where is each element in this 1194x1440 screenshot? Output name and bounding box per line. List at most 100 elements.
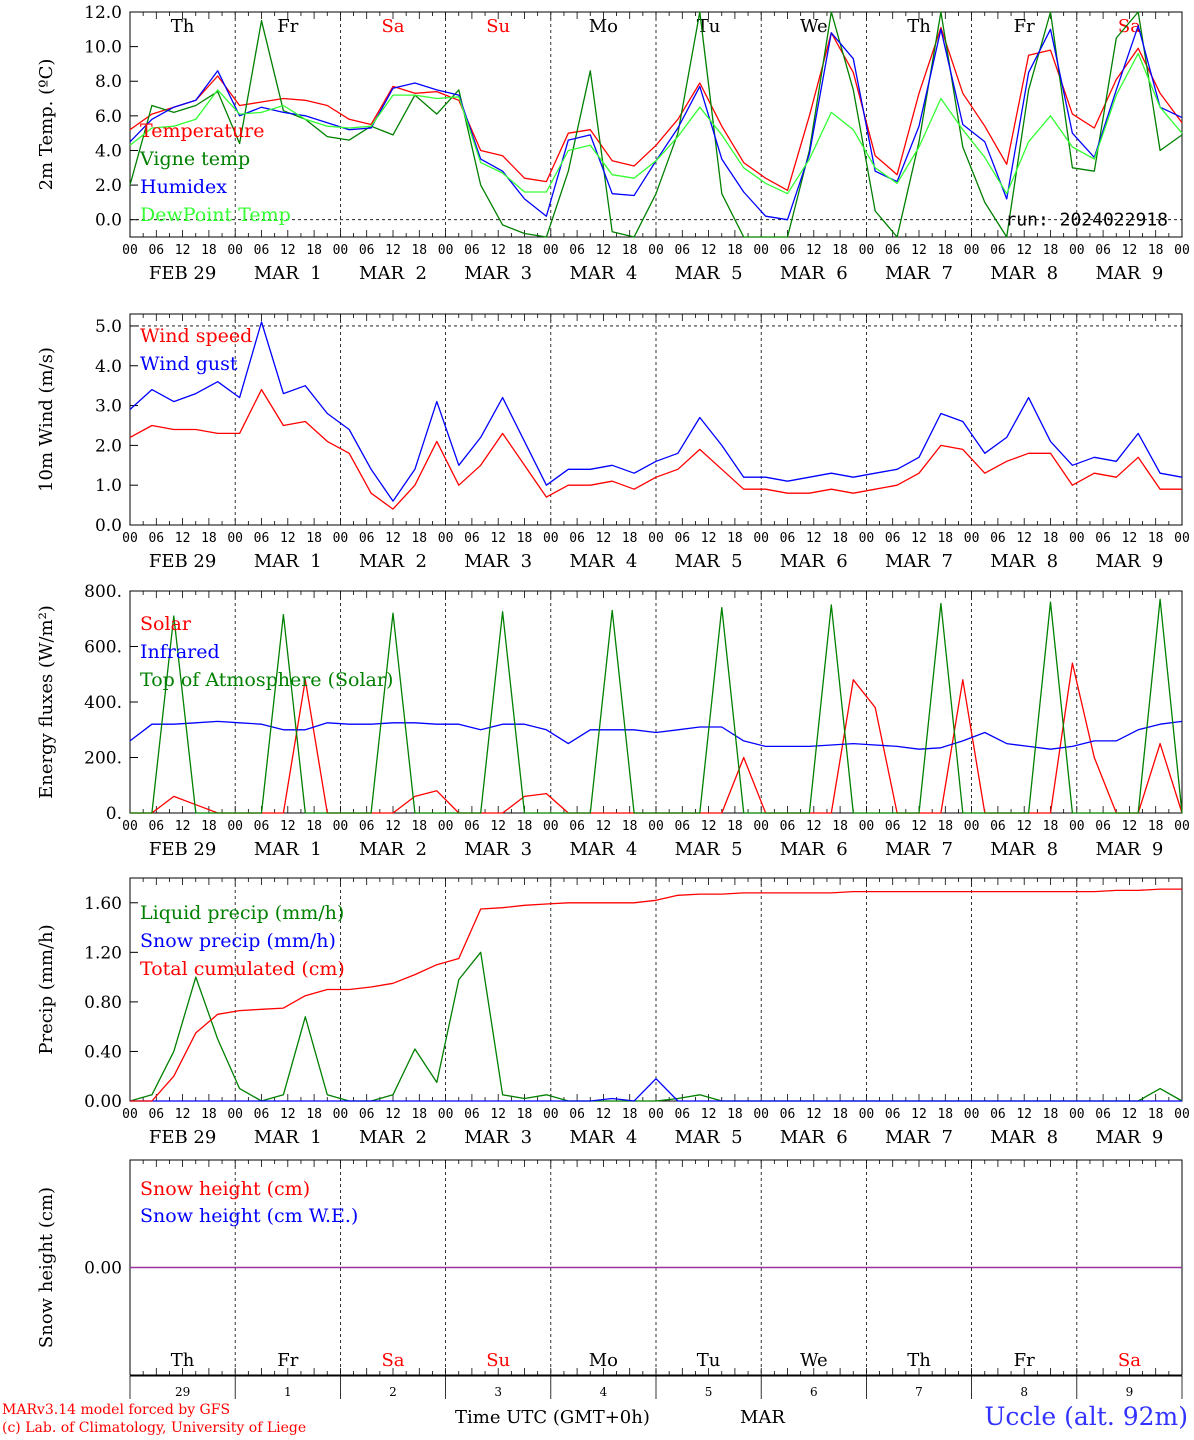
legend-entry: Snow precip (mm/h): [140, 930, 336, 952]
x-hour-label: 12: [701, 243, 717, 258]
x-hour-label: 06: [780, 243, 796, 258]
x-date-label: MAR 2: [359, 839, 427, 860]
x-hour-label: 00: [438, 819, 454, 834]
weekday-label: Th: [907, 16, 931, 37]
x-date-label: FEB 29: [149, 1127, 216, 1148]
x-hour-label: 06: [254, 819, 270, 834]
weekday-label: Sa: [1118, 16, 1141, 37]
weekday-label: Su: [486, 16, 510, 37]
x-hour-label: 18: [832, 819, 848, 834]
weekday-label: Mo: [589, 16, 618, 37]
y-tick-label: 0.40: [84, 1042, 122, 1062]
x-hour-label: 12: [596, 531, 612, 546]
x-date-label: MAR 5: [675, 551, 743, 572]
x-hour-label: 06: [885, 243, 901, 258]
legend-entry: Humidex: [140, 176, 227, 198]
x-date-label: MAR 8: [990, 551, 1058, 572]
x-hour-label: 00: [753, 531, 769, 546]
panel-precip: 0.00 0.40 0.80 1.20 1.60 Precip (mm/h) 00 06 12 1…: [36, 877, 1190, 1148]
legend-entry: Wind speed: [140, 325, 252, 347]
x-hour-label: 00: [1069, 819, 1085, 834]
legend-entry: Top of Atmosphere (Solar): [140, 669, 393, 691]
y-tick-label: 12.0: [84, 3, 122, 23]
y-tick-label: 3.0: [95, 397, 122, 417]
x-hour-label: 18: [622, 531, 638, 546]
x-date-label: FEB 29: [149, 263, 216, 284]
x-hour-label: 12: [596, 243, 612, 258]
series-line: [129, 720, 1183, 750]
y-tick-label: 0.: [106, 804, 122, 824]
series-line: [129, 26, 1183, 191]
day-number: 2: [389, 1385, 397, 1399]
x-hour-label: 18: [517, 243, 533, 258]
day-number: 29: [175, 1385, 190, 1399]
x-hour-label: 12: [1122, 243, 1138, 258]
x-hour-label: 00: [1069, 1107, 1085, 1122]
x-date-label: MAR 7: [885, 263, 953, 284]
x-date-label: MAR 8: [990, 263, 1058, 284]
weekday-label: We: [800, 16, 828, 37]
day-number: 9: [1126, 1385, 1134, 1399]
x-hour-label: 18: [1043, 243, 1059, 258]
panel-temperature: 0.0 2.0 4.0 6.0 8.0 10.0 12.0 2m Temp. (ºC) 00 06…: [36, 3, 1190, 284]
x-date-label: MAR 7: [885, 1127, 953, 1148]
weekday-label: Sa: [381, 16, 404, 37]
y-tick-label: 1.0: [95, 476, 122, 496]
day-number: 8: [1020, 1385, 1028, 1399]
weekday-label: Mo: [589, 1350, 618, 1371]
x-date-label: MAR 1: [254, 263, 322, 284]
x-hour-label: 18: [411, 243, 427, 258]
x-hour-label: 06: [569, 819, 585, 834]
x-date-label: MAR 8: [990, 1127, 1058, 1148]
x-date-label: MAR 6: [780, 839, 848, 860]
x-hour-label: 12: [175, 819, 191, 834]
x-hour-label: 18: [306, 531, 322, 546]
x-hour-label: 18: [306, 819, 322, 834]
x-date-label: MAR 7: [885, 551, 953, 572]
y-tick-label: 1.60: [84, 894, 122, 914]
x-hour-label: 00: [964, 819, 980, 834]
x-hour-label: 00: [122, 243, 138, 258]
model-credit: MARv3.14 model forced by GFS: [2, 1402, 231, 1418]
y-tick-label: 400.: [84, 693, 122, 713]
x-hour-label: 06: [674, 819, 690, 834]
x-date-label: MAR 3: [464, 263, 532, 284]
x-hour-label: 00: [227, 1107, 243, 1122]
x-hour-label: 12: [175, 531, 191, 546]
x-hour-label: 12: [596, 819, 612, 834]
x-hour-label: 12: [911, 531, 927, 546]
x-hour-label: 12: [1016, 1107, 1032, 1122]
y-tick-label: 0.0: [95, 211, 122, 231]
x-hour-label: 12: [385, 819, 401, 834]
x-hour-label: 18: [1148, 819, 1164, 834]
day-number: 1: [284, 1385, 292, 1399]
series-line: [129, 321, 1183, 502]
x-hour-label: 00: [1174, 819, 1190, 834]
x-hour-label: 18: [411, 1107, 427, 1122]
x-hour-label: 06: [1095, 1107, 1111, 1122]
day-number: 7: [915, 1385, 923, 1399]
y-tick-label: 2.0: [95, 176, 122, 196]
x-hour-label: 00: [1069, 243, 1085, 258]
x-hour-label: 18: [622, 243, 638, 258]
x-date-label: MAR 7: [885, 839, 953, 860]
x-hour-label: 06: [674, 243, 690, 258]
x-hour-label: 12: [806, 531, 822, 546]
x-date-label: MAR 6: [780, 551, 848, 572]
x-hour-label: 06: [254, 1107, 270, 1122]
x-hour-label: 06: [464, 1107, 480, 1122]
x-hour-label: 00: [753, 243, 769, 258]
day-number: 5: [705, 1385, 713, 1399]
x-hour-label: 06: [780, 819, 796, 834]
y-axis-label: 2m Temp. (ºC): [36, 59, 57, 191]
x-hour-label: 06: [1095, 531, 1111, 546]
x-hour-label: 18: [727, 1107, 743, 1122]
x-date-label: MAR 2: [359, 551, 427, 572]
x-hour-label: 06: [464, 243, 480, 258]
legend-entry: Infrared: [140, 641, 220, 663]
series-line: [130, 1078, 1182, 1102]
x-hour-label: 00: [753, 819, 769, 834]
x-hour-label: 12: [280, 1107, 296, 1122]
x-hour-label: 06: [359, 243, 375, 258]
